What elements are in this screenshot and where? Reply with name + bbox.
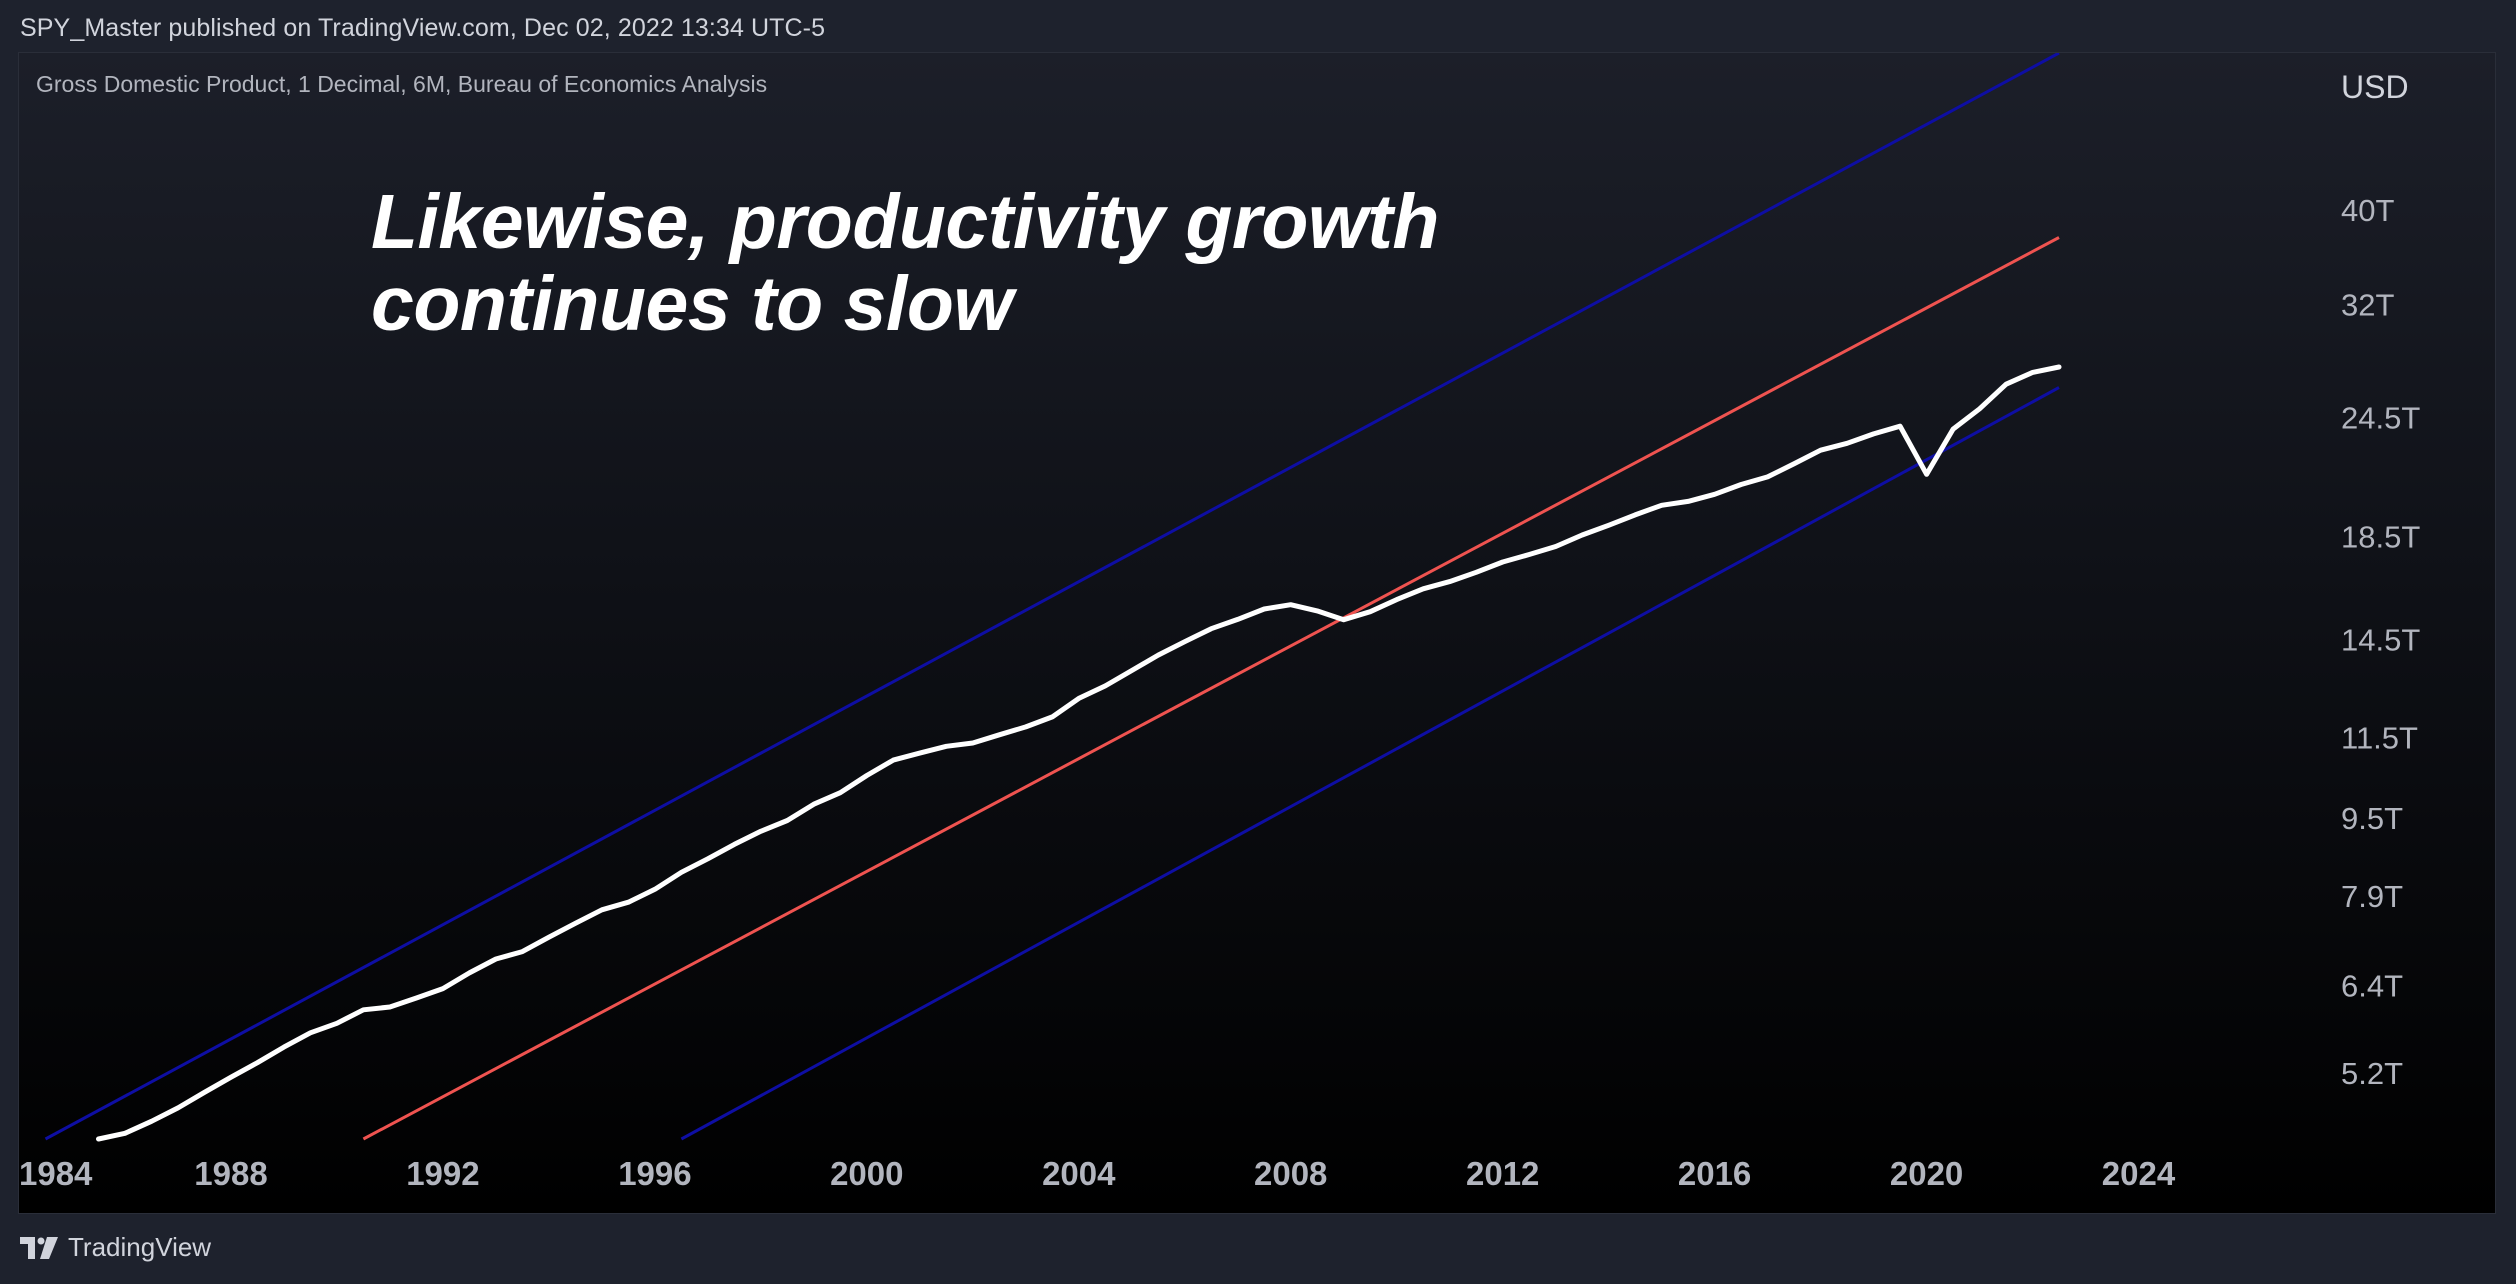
y-tick-label: 7.9T: [2341, 879, 2403, 914]
x-axis: 1984 1988 1992 1996 2000 2004 2008 2012 2016 2020…: [19, 1155, 2176, 1192]
x-tick-label: 1988: [194, 1155, 267, 1192]
channel-lines: [44, 53, 2060, 1141]
gdp-series-line[interactable]: [96, 364, 2062, 1142]
x-tick-label: 2012: [1466, 1155, 1539, 1192]
x-tick-label: 1984: [19, 1155, 93, 1192]
chart-area[interactable]: 40T 32T 24.5T 18.5T 14.5T 11.5T 9.5T 7.9T 6.4T 5.…: [18, 52, 2496, 1214]
footer-brand-label: TradingView: [68, 1232, 212, 1262]
x-tick-label: 2020: [1890, 1155, 1963, 1192]
x-tick-label: 1996: [618, 1155, 691, 1192]
x-tick-label: 2008: [1254, 1155, 1327, 1192]
channel-line-2[interactable]: [362, 236, 2060, 1141]
y-tick-label: 40T: [2341, 193, 2394, 228]
footer-brand[interactable]: TradingView: [20, 1232, 211, 1263]
y-tick-label: 5.2T: [2341, 1056, 2403, 1091]
x-tick-label: 2016: [1678, 1155, 1751, 1192]
x-tick-label: 2000: [830, 1155, 903, 1192]
x-tick-label: 2004: [1042, 1155, 1116, 1192]
y-tick-label: 6.4T: [2341, 968, 2403, 1003]
y-tick-label: 32T: [2341, 288, 2394, 323]
y-tick-label: 9.5T: [2341, 801, 2403, 836]
y-tick-label: 14.5T: [2341, 622, 2420, 657]
annotation-line-1: Likewise, productivity growth: [371, 179, 1439, 265]
series-group: [96, 364, 2062, 1142]
y-tick-label: 24.5T: [2341, 401, 2420, 436]
y-tick-label: 11.5T: [2341, 720, 2418, 755]
tradingview-logo-icon: [20, 1236, 58, 1259]
x-tick-label: 1992: [406, 1155, 479, 1192]
annotation-line-2: continues to slow: [371, 261, 1013, 347]
y-tick-label: 18.5T: [2341, 519, 2420, 554]
currency-label[interactable]: USD: [2341, 69, 2409, 105]
publisher-info: SPY_Master published on TradingView.com,…: [20, 14, 826, 42]
x-tick-label: 2024: [2102, 1155, 2176, 1192]
chart-svg[interactable]: 40T 32T 24.5T 18.5T 14.5T 11.5T 9.5T 7.9T 6.4T 5.…: [19, 53, 2495, 1213]
channel-line-1[interactable]: [44, 53, 2060, 1141]
channel-line-3[interactable]: [680, 386, 2060, 1141]
y-axis: 40T 32T 24.5T 18.5T 14.5T 11.5T 9.5T 7.9T 6.4T 5.…: [2341, 193, 2420, 1091]
chart-annotation: Likewise, productivity growth continues …: [371, 181, 1671, 345]
chart-title: Gross Domestic Product, 1 Decimal, 6M, B…: [36, 71, 768, 97]
